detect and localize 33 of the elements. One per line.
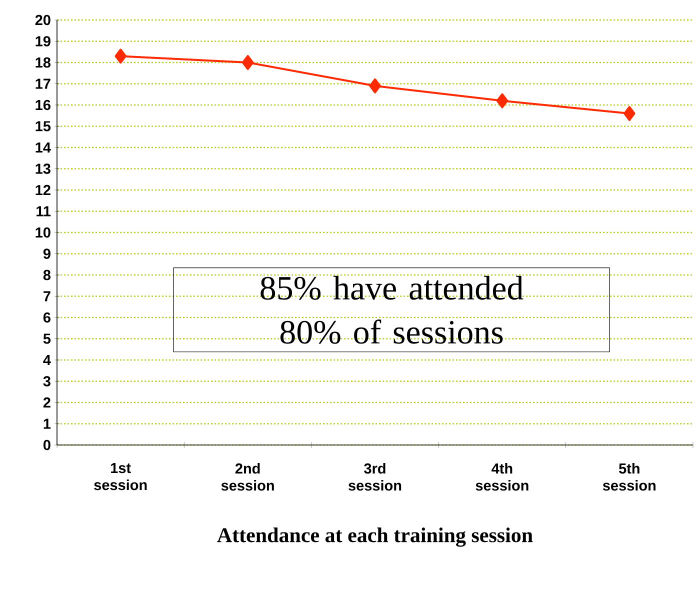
point <box>369 78 381 94</box>
x-tick-label: 4th session <box>476 463 528 491</box>
y-tick-label: 15 <box>36 121 51 132</box>
point <box>496 93 508 108</box>
y-tick-label: 5 <box>43 334 51 344</box>
y-tick-label: 3 <box>43 376 50 386</box>
y-tick-label: 7 <box>44 291 50 302</box>
x-tick-label: 1st session <box>94 463 147 490</box>
y-tick-label: 16 <box>36 100 50 110</box>
y-tick-label: 6 <box>43 312 50 323</box>
y-tick-label: 14 <box>36 142 51 152</box>
y-tick-label: 17 <box>36 78 50 89</box>
x-tick-label: 2nd session <box>221 463 274 491</box>
y-tick-label: 8 <box>43 270 51 280</box>
annotation: 85% have attended 80% of sessions <box>260 276 524 344</box>
point <box>242 54 254 70</box>
point <box>114 48 126 64</box>
y-tick-label: 4 <box>43 355 51 365</box>
y-tick-label: 12 <box>36 184 50 196</box>
y-tick-label: 1 <box>44 418 51 429</box>
x-axis-title: Attendance at each training session <box>217 528 533 547</box>
y-tick-label: 10 <box>36 227 50 238</box>
point <box>624 106 636 121</box>
y-tick-label: 2 <box>43 397 50 408</box>
y-tick-label: 0 <box>43 440 50 450</box>
x-tick-label: 5th session <box>602 463 656 491</box>
y-tick-label: 19 <box>36 36 50 46</box>
y-tick-label: 13 <box>36 164 50 174</box>
y-tick-label: 18 <box>36 57 51 68</box>
y-tick-label: 20 <box>35 14 50 26</box>
y-tick-label: 9 <box>43 248 50 259</box>
y-tick-label: 11 <box>36 206 51 216</box>
x-tick-label: 3rd session <box>348 463 402 491</box>
